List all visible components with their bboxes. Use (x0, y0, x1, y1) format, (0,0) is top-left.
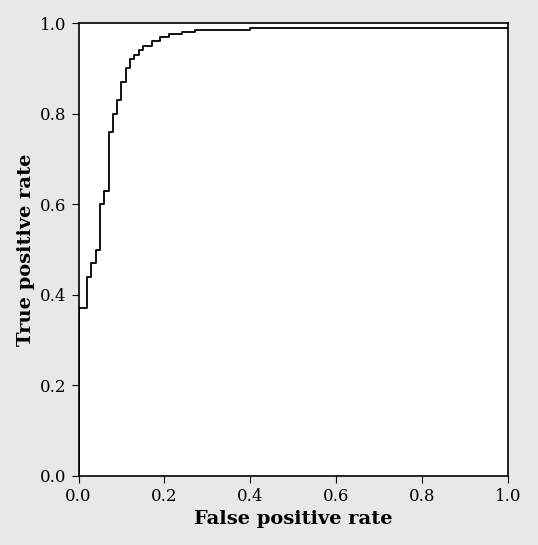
Y-axis label: True positive rate: True positive rate (17, 153, 34, 346)
X-axis label: False positive rate: False positive rate (194, 510, 393, 528)
